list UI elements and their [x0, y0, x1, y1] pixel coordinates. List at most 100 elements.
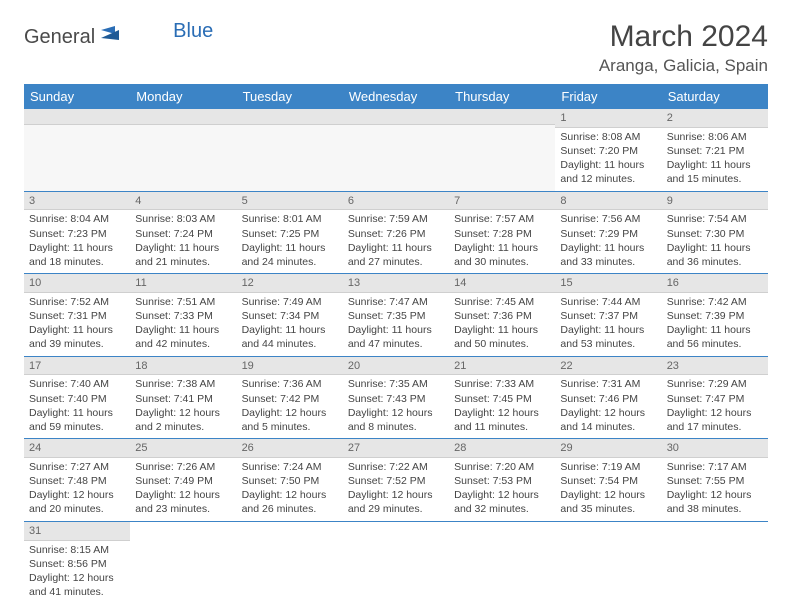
empty-day-header [130, 109, 236, 125]
day-number: 26 [237, 439, 343, 458]
weekday-header: Saturday [662, 84, 768, 109]
day-number: 25 [130, 439, 236, 458]
calendar-day-cell: 17Sunrise: 7:40 AMSunset: 7:40 PMDayligh… [24, 356, 130, 439]
day-number: 6 [343, 192, 449, 211]
sunrise-text: Sunrise: 7:27 AM [29, 460, 125, 474]
sunset-text: Sunset: 7:29 PM [560, 227, 656, 241]
sunrise-text: Sunrise: 7:57 AM [454, 212, 550, 226]
day-details: Sunrise: 8:03 AMSunset: 7:24 PMDaylight:… [130, 210, 236, 273]
title-block: March 2024 Aranga, Galicia, Spain [599, 20, 768, 76]
day-number: 15 [555, 274, 661, 293]
calendar-empty-cell [343, 521, 449, 603]
day-details: Sunrise: 7:33 AMSunset: 7:45 PMDaylight:… [449, 375, 555, 438]
day-details: Sunrise: 7:27 AMSunset: 7:48 PMDaylight:… [24, 458, 130, 521]
sunset-text: Sunset: 7:25 PM [242, 227, 338, 241]
daylight-text: Daylight: 11 hours and 21 minutes. [135, 241, 231, 269]
weekday-header: Monday [130, 84, 236, 109]
sunset-text: Sunset: 7:26 PM [348, 227, 444, 241]
sunrise-text: Sunrise: 7:29 AM [667, 377, 763, 391]
sunrise-text: Sunrise: 7:40 AM [29, 377, 125, 391]
day-details: Sunrise: 7:54 AMSunset: 7:30 PMDaylight:… [662, 210, 768, 273]
sunrise-text: Sunrise: 8:04 AM [29, 212, 125, 226]
daylight-text: Daylight: 12 hours and 11 minutes. [454, 406, 550, 434]
sunrise-text: Sunrise: 7:56 AM [560, 212, 656, 226]
day-number: 7 [449, 192, 555, 211]
day-details: Sunrise: 7:57 AMSunset: 7:28 PMDaylight:… [449, 210, 555, 273]
sunset-text: Sunset: 7:48 PM [29, 474, 125, 488]
sunset-text: Sunset: 7:55 PM [667, 474, 763, 488]
day-number: 27 [343, 439, 449, 458]
weekday-header: Friday [555, 84, 661, 109]
calendar-empty-cell [24, 109, 130, 191]
calendar-day-cell: 2Sunrise: 8:06 AMSunset: 7:21 PMDaylight… [662, 109, 768, 191]
empty-day-header [24, 109, 130, 125]
sunrise-text: Sunrise: 7:35 AM [348, 377, 444, 391]
daylight-text: Daylight: 12 hours and 8 minutes. [348, 406, 444, 434]
daylight-text: Daylight: 11 hours and 59 minutes. [29, 406, 125, 434]
sunrise-text: Sunrise: 7:51 AM [135, 295, 231, 309]
day-number: 21 [449, 357, 555, 376]
day-details: Sunrise: 7:22 AMSunset: 7:52 PMDaylight:… [343, 458, 449, 521]
calendar-day-cell: 31Sunrise: 8:15 AMSunset: 8:56 PMDayligh… [24, 521, 130, 603]
sunset-text: Sunset: 7:50 PM [242, 474, 338, 488]
day-number: 30 [662, 439, 768, 458]
brand-blue: Blue [173, 20, 213, 43]
calendar-day-cell: 15Sunrise: 7:44 AMSunset: 7:37 PMDayligh… [555, 274, 661, 357]
sunset-text: Sunset: 7:35 PM [348, 309, 444, 323]
day-number: 12 [237, 274, 343, 293]
sunrise-text: Sunrise: 7:44 AM [560, 295, 656, 309]
day-number: 14 [449, 274, 555, 293]
day-number: 29 [555, 439, 661, 458]
weekday-header: Sunday [24, 84, 130, 109]
sunrise-text: Sunrise: 7:45 AM [454, 295, 550, 309]
calendar-day-cell: 28Sunrise: 7:20 AMSunset: 7:53 PMDayligh… [449, 439, 555, 522]
calendar-day-cell: 23Sunrise: 7:29 AMSunset: 7:47 PMDayligh… [662, 356, 768, 439]
sunset-text: Sunset: 7:21 PM [667, 144, 763, 158]
daylight-text: Daylight: 12 hours and 17 minutes. [667, 406, 763, 434]
day-details: Sunrise: 7:24 AMSunset: 7:50 PMDaylight:… [237, 458, 343, 521]
sunrise-text: Sunrise: 7:24 AM [242, 460, 338, 474]
month-title: March 2024 [599, 20, 768, 54]
calendar-day-cell: 24Sunrise: 7:27 AMSunset: 7:48 PMDayligh… [24, 439, 130, 522]
daylight-text: Daylight: 11 hours and 18 minutes. [29, 241, 125, 269]
day-details: Sunrise: 7:36 AMSunset: 7:42 PMDaylight:… [237, 375, 343, 438]
day-details: Sunrise: 7:59 AMSunset: 7:26 PMDaylight:… [343, 210, 449, 273]
day-details: Sunrise: 7:31 AMSunset: 7:46 PMDaylight:… [555, 375, 661, 438]
sunset-text: Sunset: 7:40 PM [29, 392, 125, 406]
calendar-day-cell: 10Sunrise: 7:52 AMSunset: 7:31 PMDayligh… [24, 274, 130, 357]
calendar-day-cell: 16Sunrise: 7:42 AMSunset: 7:39 PMDayligh… [662, 274, 768, 357]
sunrise-text: Sunrise: 7:54 AM [667, 212, 763, 226]
day-details: Sunrise: 8:15 AMSunset: 8:56 PMDaylight:… [24, 541, 130, 604]
calendar-empty-cell [130, 109, 236, 191]
calendar-day-cell: 29Sunrise: 7:19 AMSunset: 7:54 PMDayligh… [555, 439, 661, 522]
sunset-text: Sunset: 7:20 PM [560, 144, 656, 158]
day-number: 1 [555, 109, 661, 128]
calendar-day-cell: 4Sunrise: 8:03 AMSunset: 7:24 PMDaylight… [130, 191, 236, 274]
day-number: 16 [662, 274, 768, 293]
daylight-text: Daylight: 11 hours and 50 minutes. [454, 323, 550, 351]
sunset-text: Sunset: 7:45 PM [454, 392, 550, 406]
day-details: Sunrise: 8:08 AMSunset: 7:20 PMDaylight:… [555, 128, 661, 191]
location-text: Aranga, Galicia, Spain [599, 56, 768, 76]
day-number: 13 [343, 274, 449, 293]
sunset-text: Sunset: 8:56 PM [29, 557, 125, 571]
sunrise-text: Sunrise: 7:22 AM [348, 460, 444, 474]
sunrise-text: Sunrise: 7:19 AM [560, 460, 656, 474]
day-number: 22 [555, 357, 661, 376]
sunset-text: Sunset: 7:41 PM [135, 392, 231, 406]
day-details: Sunrise: 8:01 AMSunset: 7:25 PMDaylight:… [237, 210, 343, 273]
brand-general: General [24, 26, 95, 49]
empty-day-header [237, 109, 343, 125]
sunset-text: Sunset: 7:33 PM [135, 309, 231, 323]
day-number: 2 [662, 109, 768, 128]
daylight-text: Daylight: 12 hours and 5 minutes. [242, 406, 338, 434]
sunset-text: Sunset: 7:30 PM [667, 227, 763, 241]
day-number: 4 [130, 192, 236, 211]
day-number: 18 [130, 357, 236, 376]
day-details: Sunrise: 7:45 AMSunset: 7:36 PMDaylight:… [449, 293, 555, 356]
daylight-text: Daylight: 12 hours and 20 minutes. [29, 488, 125, 516]
day-number: 23 [662, 357, 768, 376]
sunrise-text: Sunrise: 7:33 AM [454, 377, 550, 391]
day-number: 19 [237, 357, 343, 376]
daylight-text: Daylight: 12 hours and 2 minutes. [135, 406, 231, 434]
